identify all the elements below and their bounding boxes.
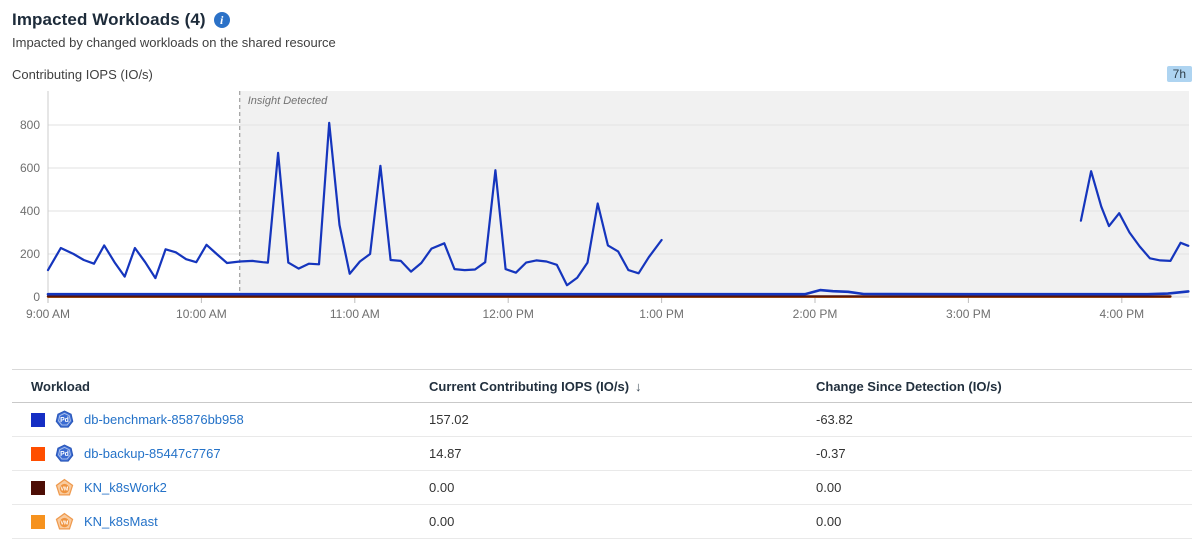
column-header-change[interactable]: Change Since Detection (IO/s)	[816, 378, 1002, 394]
table-row: Pd db-benchmark-85876bb958 157.02 -63.82	[12, 403, 1192, 437]
sort-desc-icon: ↓	[635, 378, 642, 394]
x-tick-label: 4:00 PM	[1099, 307, 1144, 321]
info-icon[interactable]: i	[213, 12, 230, 28]
svg-text:VM: VM	[61, 487, 70, 493]
y-tick-label: 400	[20, 204, 40, 218]
y-tick-label: 600	[20, 161, 40, 175]
svg-text:VM: VM	[61, 521, 70, 527]
current-iops-value: 14.87	[429, 446, 462, 461]
x-tick-label: 11:00 AM	[330, 307, 380, 321]
table-body: Pd db-benchmark-85876bb958 157.02 -63.82 Pd d…	[12, 403, 1192, 539]
y-tick-label: 200	[20, 247, 40, 261]
series-color-swatch	[31, 446, 45, 461]
table-row: VM KN_k8sWork2 0.00 0.00	[12, 471, 1192, 505]
workload-link[interactable]: db-benchmark-85876bb958	[84, 412, 244, 427]
page-title: Impacted Workloads (4)	[12, 10, 206, 29]
table-header-row: Workload Current Contributing IOPS (IO/s…	[12, 370, 1192, 403]
series-db-benchmark-85876bb958	[1079, 170, 1190, 262]
series-db-backup-85447c7767	[46, 288, 1190, 296]
svg-text:Pd: Pd	[60, 417, 69, 424]
chart-label-row: Contributing IOPS (IO/s) 7h	[12, 66, 1192, 82]
table-row: VM KN_k8sMast 0.00 0.00	[12, 505, 1192, 539]
workload-link[interactable]: KN_k8sMast	[84, 514, 158, 529]
change-since-detection-value: 0.00	[816, 514, 842, 529]
current-iops-value: 0.00	[429, 480, 455, 495]
workload-link[interactable]: db-backup-85447c7767	[84, 446, 221, 461]
x-tick-label: 12:00 PM	[483, 307, 534, 321]
chart-title: Contributing IOPS (IO/s)	[12, 66, 153, 82]
impacted-workloads-table: Workload Current Contributing IOPS (IO/s…	[12, 369, 1192, 539]
change-since-detection-value: -63.82	[816, 412, 853, 427]
column-header-workload[interactable]: Workload	[31, 378, 90, 394]
workload-link[interactable]: KN_k8sWork2	[84, 480, 167, 495]
workload-cell: Pd db-backup-85447c7767	[12, 444, 410, 463]
pod-icon: Pd	[55, 444, 74, 462]
x-tick-label: 3:00 PM	[946, 307, 991, 321]
svg-text:Pd: Pd	[60, 451, 69, 458]
workload-cell: VM KN_k8sWork2	[12, 478, 410, 497]
change-since-detection-value: 0.00	[816, 480, 842, 495]
panel-subtitle: Impacted by changed workloads on the sha…	[12, 35, 336, 50]
workload-cell: Pd db-benchmark-85876bb958	[12, 410, 410, 429]
workload-cell: VM KN_k8sMast	[12, 512, 410, 531]
insight-region	[239, 91, 1189, 297]
table-row: Pd db-backup-85447c7767 14.87 -0.37	[12, 437, 1192, 471]
column-header-current-iops[interactable]: Current Contributing IOPS (IO/s) ↓	[429, 378, 642, 394]
change-since-detection-value: -0.37	[816, 446, 846, 461]
chart-svg: Insight Detected 0 200 400 600 800 9:00 AM 10:0…	[20, 91, 1190, 321]
insight-detected-label: Insight Detected	[248, 95, 328, 107]
x-tick-label: 1:00 PM	[639, 307, 684, 321]
x-tick-label: 10:00 AM	[176, 307, 227, 321]
panel-header: Impacted Workloads (4) i	[12, 10, 1192, 30]
iops-line-chart[interactable]: Insight Detected 0 200 400 600 800 9:00 AM 10:0…	[0, 86, 1204, 339]
series-color-swatch	[31, 480, 45, 495]
pod-icon: Pd	[55, 410, 74, 428]
y-tick-label: 800	[20, 118, 40, 132]
vm-icon: VM	[55, 478, 74, 496]
series-color-swatch	[31, 412, 45, 427]
series-color-swatch	[31, 514, 45, 529]
series-db-benchmark-85876bb958	[46, 121, 663, 287]
current-iops-value: 0.00	[429, 514, 455, 529]
time-range-badge[interactable]: 7h	[1166, 66, 1192, 82]
y-tick-label: 0	[33, 290, 40, 304]
x-tick-label: 9:00 AM	[26, 307, 70, 321]
x-tick-label: 2:00 PM	[793, 307, 838, 321]
current-iops-value: 157.02	[429, 412, 469, 427]
vm-icon: VM	[55, 512, 74, 530]
